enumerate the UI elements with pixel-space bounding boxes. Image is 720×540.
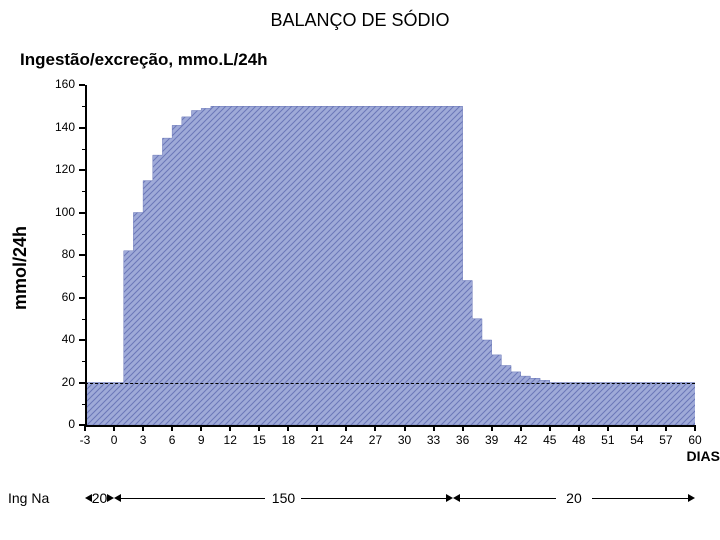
y-tick-minor bbox=[82, 234, 85, 235]
y-tick bbox=[79, 127, 85, 129]
x-tick bbox=[345, 425, 347, 431]
x-tick bbox=[433, 425, 435, 431]
area-fill bbox=[85, 85, 695, 425]
x-tick bbox=[287, 425, 289, 431]
y-axis bbox=[85, 85, 87, 425]
arrow-left-icon bbox=[453, 494, 460, 502]
plot-area bbox=[85, 85, 695, 425]
intake-range-line bbox=[301, 498, 445, 499]
x-tick-label: 57 bbox=[654, 433, 678, 447]
area-chart: 020406080100120140160-303691215182124273… bbox=[85, 85, 695, 425]
x-tick-label: 0 bbox=[102, 433, 126, 447]
x-tick-label: 15 bbox=[247, 433, 271, 447]
x-tick-label: 39 bbox=[480, 433, 504, 447]
x-tick bbox=[578, 425, 580, 431]
y-tick bbox=[79, 382, 85, 384]
y-tick-label: 120 bbox=[45, 162, 75, 176]
arrow-right-icon bbox=[688, 494, 695, 502]
intake-footer: Ing Na 2015020 bbox=[0, 490, 720, 520]
y-tick-label: 100 bbox=[45, 205, 75, 219]
intake-range-line bbox=[460, 498, 556, 499]
x-tick bbox=[113, 425, 115, 431]
x-tick-label: 60 bbox=[683, 433, 707, 447]
x-tick-label: 24 bbox=[334, 433, 358, 447]
intake-range-line bbox=[592, 498, 688, 499]
x-tick-label: 12 bbox=[218, 433, 242, 447]
y-tick bbox=[79, 339, 85, 341]
arrow-right-icon bbox=[107, 494, 114, 502]
y-tick-label: 60 bbox=[45, 290, 75, 304]
x-tick bbox=[607, 425, 609, 431]
y-tick-minor bbox=[82, 361, 85, 362]
y-tick-minor bbox=[82, 149, 85, 150]
chart-title: BALANÇO DE SÓDIO bbox=[0, 10, 720, 31]
x-tick bbox=[665, 425, 667, 431]
x-axis bbox=[85, 425, 695, 427]
x-tick bbox=[258, 425, 260, 431]
arrow-right-icon bbox=[446, 494, 453, 502]
y-tick bbox=[79, 212, 85, 214]
x-tick-label: 42 bbox=[509, 433, 533, 447]
y-tick-label: 20 bbox=[45, 375, 75, 389]
x-tick bbox=[200, 425, 202, 431]
y-tick bbox=[79, 254, 85, 256]
x-tick bbox=[404, 425, 406, 431]
x-tick-label: 54 bbox=[625, 433, 649, 447]
x-tick-label: 51 bbox=[596, 433, 620, 447]
y-axis-label: mmol/24h bbox=[10, 226, 31, 310]
reference-line bbox=[85, 383, 695, 384]
x-tick-label: -3 bbox=[73, 433, 97, 447]
x-tick bbox=[520, 425, 522, 431]
x-tick-label: 30 bbox=[393, 433, 417, 447]
y-tick-minor bbox=[82, 404, 85, 405]
y-tick bbox=[79, 169, 85, 171]
y-tick-label: 80 bbox=[45, 247, 75, 261]
x-tick bbox=[316, 425, 318, 431]
x-tick bbox=[374, 425, 376, 431]
x-tick bbox=[491, 425, 493, 431]
x-tick bbox=[142, 425, 144, 431]
y-tick-minor bbox=[82, 191, 85, 192]
x-tick-label: 36 bbox=[451, 433, 475, 447]
intake-segment-value: 20 bbox=[559, 490, 589, 506]
x-tick bbox=[229, 425, 231, 431]
x-tick bbox=[84, 425, 86, 431]
x-tick-label: 33 bbox=[422, 433, 446, 447]
x-tick-label: 6 bbox=[160, 433, 184, 447]
x-tick-label: 48 bbox=[567, 433, 591, 447]
x-tick-label: 3 bbox=[131, 433, 155, 447]
footer-label-ing-na: Ing Na bbox=[8, 490, 49, 506]
arrow-left-icon bbox=[114, 494, 121, 502]
x-tick bbox=[549, 425, 551, 431]
x-tick bbox=[694, 425, 696, 431]
intake-range-line bbox=[121, 498, 265, 499]
x-tick bbox=[462, 425, 464, 431]
y-tick bbox=[79, 84, 85, 86]
x-tick bbox=[171, 425, 173, 431]
x-tick-label: 18 bbox=[276, 433, 300, 447]
x-axis-label-dias: DIAS bbox=[687, 448, 720, 464]
y-tick-label: 40 bbox=[45, 332, 75, 346]
y-tick-label: 140 bbox=[45, 120, 75, 134]
x-tick-label: 21 bbox=[305, 433, 329, 447]
x-tick-label: 27 bbox=[363, 433, 387, 447]
x-tick-label: 9 bbox=[189, 433, 213, 447]
y-tick-minor bbox=[82, 319, 85, 320]
x-tick-label: 45 bbox=[538, 433, 562, 447]
y-tick-label: 0 bbox=[45, 417, 75, 431]
x-tick bbox=[636, 425, 638, 431]
intake-segment-value: 150 bbox=[268, 490, 298, 506]
arrow-left-icon bbox=[85, 494, 92, 502]
y-tick-minor bbox=[82, 276, 85, 277]
y-tick-minor bbox=[82, 106, 85, 107]
chart-subtitle: Ingestão/excreção, mmo.L/24h bbox=[20, 50, 268, 70]
y-tick-label: 160 bbox=[45, 77, 75, 91]
y-tick bbox=[79, 297, 85, 299]
